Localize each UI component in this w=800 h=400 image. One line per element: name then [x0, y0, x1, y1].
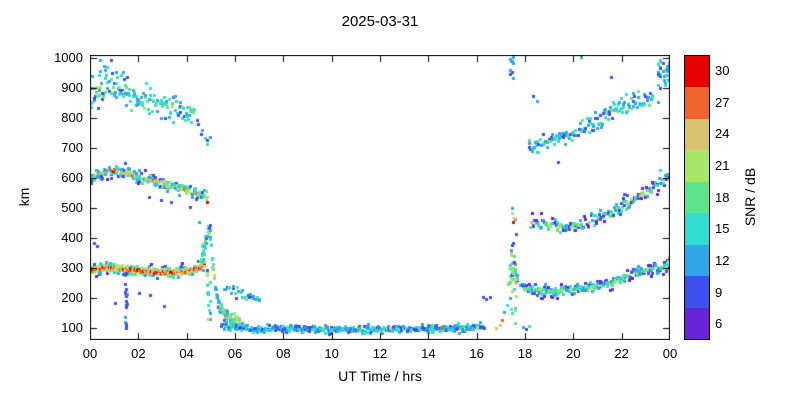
- plot-title: 2025-03-31: [341, 13, 419, 30]
- y-tick-label: 800: [61, 110, 83, 125]
- y-tick-label: 700: [61, 140, 83, 155]
- colorbar-band: [685, 150, 709, 182]
- y-tick-label: 900: [61, 80, 83, 95]
- x-tick-label: 12: [372, 346, 388, 361]
- colorbar-tick-label: 9: [715, 284, 723, 300]
- colorbar-band: [685, 56, 709, 88]
- colorbar-tick-label: 15: [715, 221, 730, 237]
- colorbar-band: [685, 87, 709, 119]
- x-tick-label: 22: [614, 346, 629, 361]
- colorbar-band: [685, 244, 709, 277]
- colorbar-tick-label: 18: [715, 189, 730, 205]
- colorbar-tick-label: 27: [715, 94, 730, 110]
- colorbar: [684, 55, 710, 340]
- colorbar-tick-label: 12: [715, 252, 730, 268]
- x-tick-label: 16: [469, 346, 484, 361]
- x-tick-label: 02: [131, 346, 146, 361]
- y-tick-label: 100: [61, 320, 83, 335]
- x-tick-label: 20: [566, 346, 581, 361]
- colorbar-tick-label: 21: [715, 157, 730, 173]
- y-tick-label: 1000: [54, 50, 83, 65]
- x-tick-label: 00: [662, 346, 678, 361]
- colorbar-band: [685, 181, 709, 214]
- y-tick-label: 200: [61, 290, 83, 305]
- scatter-canvas: [90, 55, 670, 340]
- colorbar-tick-label: 6: [715, 316, 723, 332]
- y-axis-label: km: [16, 187, 32, 207]
- y-tick-label: 600: [61, 170, 83, 185]
- colorbar-band: [685, 307, 709, 339]
- x-tick-label: 10: [324, 346, 339, 361]
- x-tick-label: 18: [517, 346, 533, 361]
- x-tick-label: 06: [227, 346, 243, 361]
- colorbar-tick-label: 24: [715, 126, 730, 142]
- colorbar-band: [685, 118, 709, 151]
- x-tick-label: 14: [421, 346, 436, 361]
- colorbar-axis-label: SNR / dB: [742, 167, 758, 227]
- colorbar-tick-label: 30: [715, 62, 730, 78]
- y-tick-label: 500: [61, 200, 83, 215]
- y-tick-label: 400: [61, 230, 83, 245]
- x-tick-label: 04: [179, 346, 194, 361]
- x-tick-label: 08: [276, 346, 291, 361]
- x-axis-label: UT Time / hrs: [338, 368, 422, 384]
- x-tick-label: 00: [82, 346, 98, 361]
- colorbar-band: [685, 276, 709, 308]
- colorbar-band: [685, 213, 709, 245]
- y-tick-label: 300: [61, 260, 83, 275]
